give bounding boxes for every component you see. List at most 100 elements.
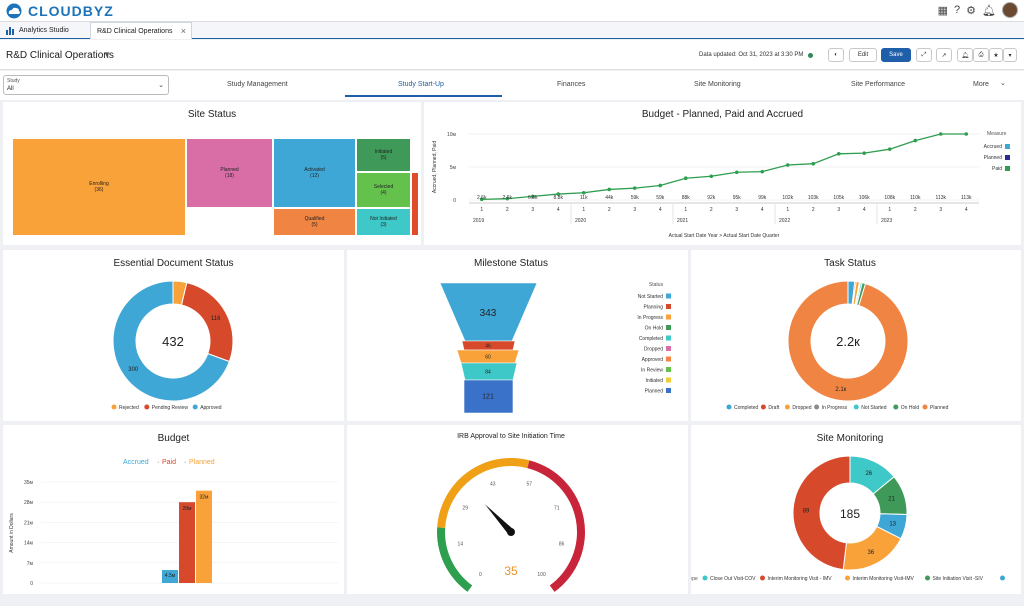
- gauge-hub: [507, 528, 515, 536]
- treemap-cell[interactable]: Selected (4): [356, 172, 411, 208]
- gauge-tick-label: 29: [462, 505, 468, 511]
- chevron-down-icon[interactable]: ▼: [103, 50, 111, 59]
- brand-logo[interactable]: CLOUDBYZ: [4, 2, 114, 20]
- year-tick-label: 2022: [779, 218, 790, 224]
- legend-swatch: [111, 404, 117, 410]
- active-tab-indicator: [345, 95, 502, 97]
- quarter-tick-label: 1: [786, 207, 789, 213]
- gauge-tick-label: 14: [458, 542, 464, 548]
- gauge-band: [527, 460, 585, 592]
- y-tick-label: 5м: [450, 165, 457, 171]
- treemap-cell[interactable]: Not Initiated (3): [356, 208, 411, 236]
- tab-study-management[interactable]: Study Management: [227, 81, 288, 88]
- palette-icon[interactable]: ◐: [828, 48, 844, 62]
- paid-point: [836, 152, 841, 156]
- paid-point: [785, 163, 790, 167]
- y-tick-label: 21м: [24, 520, 34, 526]
- legend-swatch: [1005, 144, 1010, 149]
- expand-icon[interactable]: ⤢: [916, 48, 932, 62]
- tab-more[interactable]: More: [973, 81, 989, 88]
- funnel-level: [463, 379, 514, 414]
- legend-swatch: [784, 404, 790, 410]
- tab-analytics-studio[interactable]: Analytics Studio: [0, 22, 88, 39]
- treemap-cell[interactable]: Activated (12): [273, 138, 356, 208]
- star-icon[interactable]: ★: [989, 48, 1003, 62]
- donut-data-label: 21: [888, 497, 895, 503]
- avatar[interactable]: [1002, 2, 1018, 18]
- budget-line-chart: 10м 5м 0 Accrued, Planned, Paid 2.6k 1 2.6k 2 6.…: [432, 131, 1010, 239]
- x-axis-label: Actual Start Date Year > Actual Start Da…: [669, 233, 780, 239]
- paid-point: [632, 186, 637, 190]
- legend-label: On Hold: [645, 326, 664, 332]
- legend-swatch: [666, 325, 671, 330]
- bar-value-label: 4.5м: [165, 573, 176, 579]
- gear-icon[interactable]: ⚙: [966, 4, 977, 17]
- treemap-cell[interactable]: Enrolling (36): [12, 138, 186, 236]
- legend-label: Close Out Visit-COV: [710, 576, 756, 582]
- edit-button[interactable]: Edit: [849, 48, 877, 62]
- quarter-tick-label: 4: [965, 207, 968, 213]
- quarter-tick-label: 4: [557, 207, 560, 213]
- quarter-tick-label: 1: [480, 207, 483, 213]
- legend-label: Not Started: [638, 294, 664, 300]
- legend-label: Paid: [162, 459, 176, 466]
- gauge-tick-label: 43: [490, 481, 496, 487]
- quarter-tick-label: 4: [761, 207, 764, 213]
- task-status-title: Task Status: [824, 258, 876, 269]
- y-tick-label: 14м: [24, 541, 34, 547]
- paid-point: [683, 176, 688, 181]
- paid-point: [913, 138, 918, 143]
- top-bar: CLOUDBYZ ▦ ? ⚙ 🔔︎: [0, 0, 1024, 22]
- legend-label: Not Started: [861, 405, 887, 411]
- legend-label: In Progress: [637, 315, 663, 321]
- legend-label: Rejected: [119, 405, 139, 411]
- donut-data-label: 116: [211, 316, 221, 322]
- app-tab-bar: Analytics Studio R&D Clinical Operations…: [0, 22, 1024, 39]
- legend-swatch: [893, 404, 899, 410]
- bell-icon[interactable]: 🔔︎: [982, 4, 996, 17]
- page-title: R&D Clinical Operations: [6, 50, 114, 61]
- treemap-cell-label: Not Initiated: [370, 216, 397, 222]
- gauge-tick-label: 86: [559, 542, 565, 548]
- quarter-tick-label: 4: [863, 207, 866, 213]
- save-button[interactable]: Save: [881, 48, 911, 62]
- treemap-cell[interactable]: Initiated (5): [356, 138, 411, 172]
- legend-label: Planning: [644, 305, 664, 311]
- close-icon[interactable]: ×: [180, 26, 186, 36]
- help-icon[interactable]: ?: [954, 4, 961, 16]
- site-status-panel: Site Status Enrolling (36) Planned (18) Acti…: [3, 102, 421, 245]
- irb-gauge-chart: 0 14 29 43 57 71 86 100 35: [437, 458, 585, 592]
- paid-point: [607, 187, 612, 192]
- donut-total: 185: [840, 507, 860, 521]
- treemap-cell-label: Initiated: [374, 149, 393, 155]
- legend-label: On Hold: [901, 405, 920, 411]
- treemap-cell[interactable]: Planned (18): [186, 138, 273, 208]
- tab-finances[interactable]: Finances: [557, 81, 586, 88]
- study-filter-select[interactable]: Study All ⌄: [3, 75, 169, 95]
- notify-icon[interactable]: 🔔︎: [957, 48, 973, 62]
- gauge-tick-label: 100: [537, 572, 546, 578]
- tab-site-monitoring[interactable]: Site Monitoring: [694, 81, 741, 88]
- legend-label: Approved: [642, 357, 664, 363]
- more-menu-chevron-icon[interactable]: ▾: [1003, 48, 1017, 62]
- paid-point: [734, 170, 739, 175]
- study-filter-value: All: [7, 86, 14, 92]
- treemap-cell[interactable]: Qualified (5): [273, 208, 356, 236]
- legend-label: Dropped: [792, 405, 811, 411]
- legend-label: Pending Review: [152, 405, 189, 411]
- share-icon[interactable]: ↗: [936, 48, 952, 62]
- quarter-tick-label: 1: [582, 207, 585, 213]
- treemap-cell[interactable]: [411, 172, 419, 236]
- gauge-tick-label: 57: [526, 481, 532, 487]
- tab-study-start-up[interactable]: Study Start-Up: [398, 81, 444, 88]
- essential-document-donut: 116 300 432 Rejected Pending Review Approved: [111, 280, 234, 411]
- tab-site-performance[interactable]: Site Performance: [851, 81, 906, 88]
- data-label: 113k: [961, 195, 972, 201]
- tab-rd-clinical-operations[interactable]: R&D Clinical Operations ×: [90, 22, 192, 39]
- app-launcher-icon[interactable]: ▦: [937, 4, 949, 17]
- legend-swatch: [666, 377, 671, 383]
- chevron-down-icon[interactable]: ⌄: [1000, 80, 1006, 87]
- treemap-cell-value: (36): [94, 187, 104, 193]
- print-icon[interactable]: ⎙: [973, 48, 989, 62]
- donut-segment: [792, 455, 851, 571]
